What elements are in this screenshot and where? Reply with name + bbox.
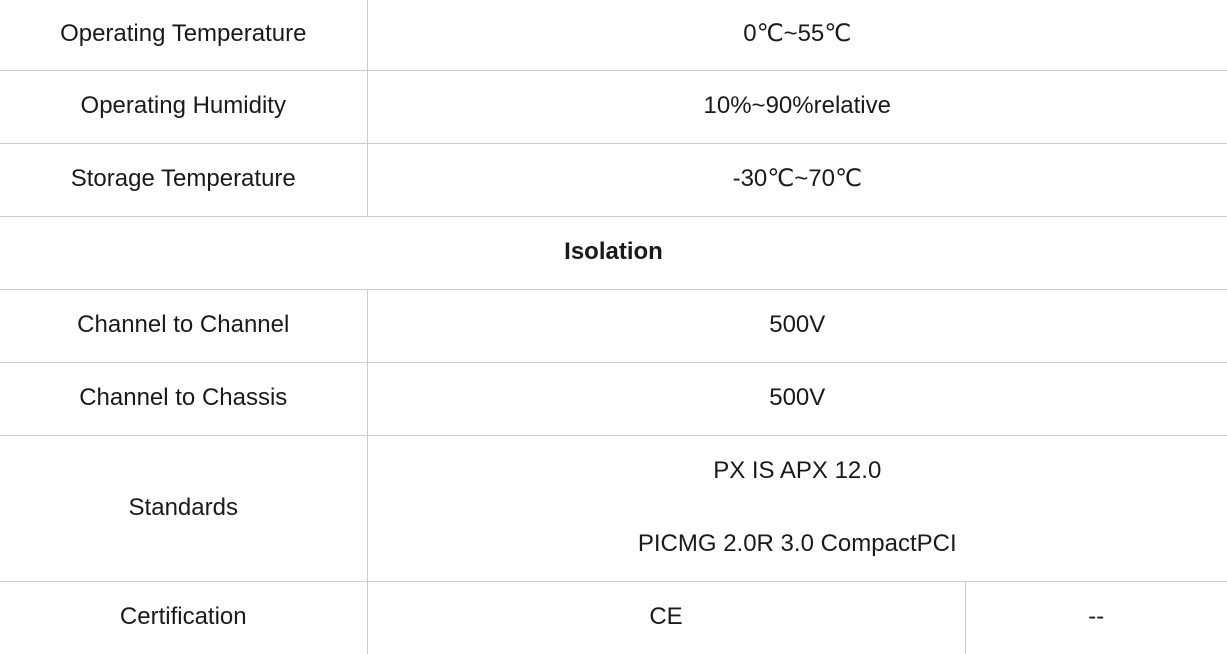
standards-value-line: PX IS APX 12.0: [368, 436, 1227, 509]
row-value: 500V: [367, 362, 1227, 435]
row-label: Storage Temperature: [0, 143, 367, 216]
standards-value-list: PX IS APX 12.0 PICMG 2.0R 3.0 CompactPCI: [368, 436, 1227, 581]
table-row: Storage Temperature -30℃~70℃: [0, 143, 1227, 216]
table-row: Operating Humidity 10%~90%relative: [0, 70, 1227, 143]
row-label: Standards: [0, 435, 367, 581]
row-label: Channel to Channel: [0, 289, 367, 362]
certification-row: Certification CE --: [0, 581, 1227, 654]
row-label: Certification: [0, 581, 367, 654]
certification-value-right: --: [965, 581, 1227, 654]
row-label: Channel to Chassis: [0, 362, 367, 435]
row-value: 500V: [367, 289, 1227, 362]
section-header-row: Isolation: [0, 216, 1227, 289]
table-row: Channel to Chassis 500V: [0, 362, 1227, 435]
row-label: Operating Humidity: [0, 70, 367, 143]
standards-value-line: PICMG 2.0R 3.0 CompactPCI: [368, 508, 1227, 581]
standards-row: Standards PX IS APX 12.0 PICMG 2.0R 3.0 …: [0, 435, 1227, 581]
table-row: Operating Temperature 0℃~55℃: [0, 0, 1227, 70]
row-value: 10%~90%relative: [367, 70, 1227, 143]
row-value: -30℃~70℃: [367, 143, 1227, 216]
row-value: PX IS APX 12.0 PICMG 2.0R 3.0 CompactPCI: [367, 435, 1227, 581]
table-row: Channel to Channel 500V: [0, 289, 1227, 362]
row-label: Operating Temperature: [0, 0, 367, 70]
row-value: 0℃~55℃: [367, 0, 1227, 70]
section-header-isolation: Isolation: [0, 216, 1227, 289]
certification-value-left: CE: [367, 581, 965, 654]
